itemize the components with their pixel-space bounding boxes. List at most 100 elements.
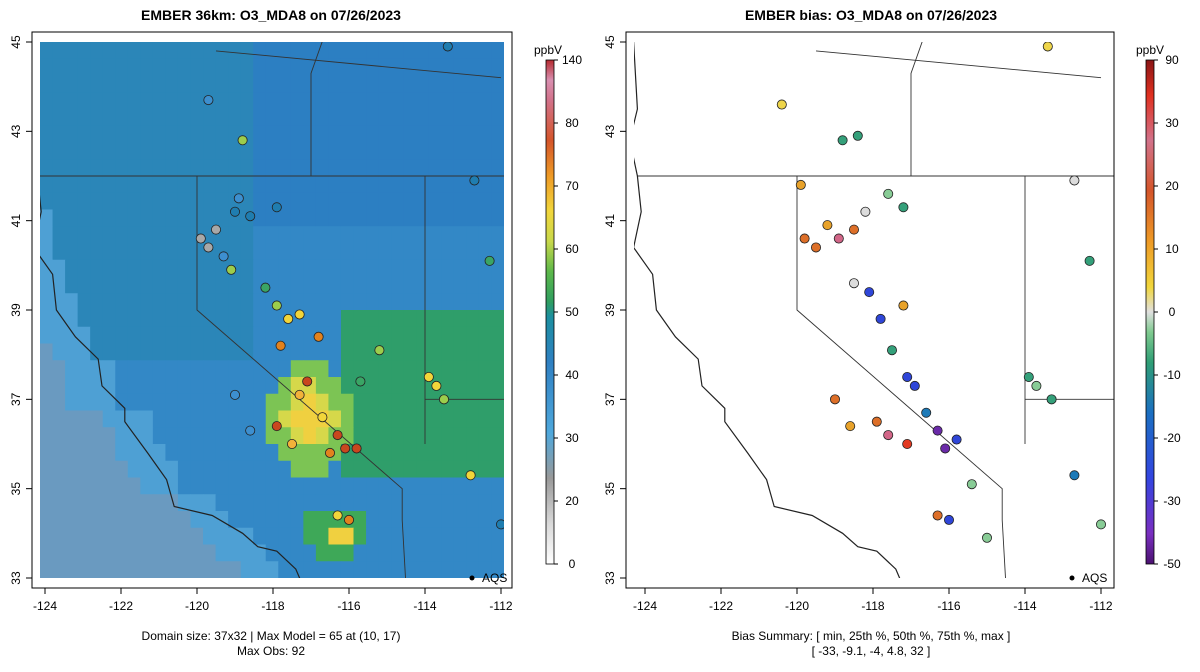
heatmap-cell bbox=[453, 410, 467, 428]
heatmap-cell bbox=[366, 544, 380, 562]
heatmap-cell bbox=[77, 293, 91, 311]
heatmap-cell bbox=[115, 226, 129, 244]
heatmap-cell bbox=[491, 58, 504, 76]
heatmap-cell bbox=[315, 192, 329, 210]
y-tick-label: 41 bbox=[603, 214, 617, 228]
heatmap-cell bbox=[152, 125, 166, 143]
aqs-label: AQS bbox=[482, 571, 507, 585]
heatmap-cell bbox=[290, 42, 304, 60]
colorbar-tick-label: 90 bbox=[1165, 53, 1179, 67]
heatmap-cell bbox=[215, 310, 229, 328]
heatmap-cell bbox=[428, 293, 442, 311]
heatmap-cell bbox=[203, 293, 217, 311]
heatmap-cell bbox=[253, 92, 267, 110]
heatmap-cell bbox=[315, 477, 329, 495]
heatmap-cell bbox=[265, 343, 279, 361]
heatmap-cell bbox=[228, 561, 242, 578]
state-border bbox=[215, 50, 502, 79]
heatmap-cell bbox=[416, 276, 430, 294]
heatmap-cell bbox=[65, 527, 79, 545]
heatmap-cell bbox=[177, 276, 191, 294]
bias-point bbox=[795, 179, 806, 190]
heatmap-cell bbox=[353, 544, 367, 562]
heatmap-cell bbox=[240, 561, 254, 578]
heatmap-cell bbox=[466, 192, 480, 210]
heatmap-cell bbox=[152, 142, 166, 160]
heatmap-cell bbox=[165, 360, 179, 378]
heatmap-cell bbox=[115, 343, 129, 361]
heatmap-cell bbox=[228, 109, 242, 127]
heatmap-cell bbox=[253, 159, 267, 177]
heatmap-grid bbox=[40, 42, 504, 578]
heatmap-cell bbox=[366, 511, 380, 529]
heatmap-cell bbox=[466, 444, 480, 462]
heatmap-cell bbox=[340, 360, 355, 378]
bias-point bbox=[944, 514, 955, 525]
heatmap-cell bbox=[127, 343, 141, 361]
heatmap-cell bbox=[441, 326, 455, 344]
heatmap-cell bbox=[190, 410, 204, 428]
heatmap-cell bbox=[290, 92, 304, 110]
heatmap-cell bbox=[441, 494, 455, 512]
heatmap-cell bbox=[441, 142, 455, 160]
heatmap-cell bbox=[127, 58, 141, 76]
heatmap-cell bbox=[115, 561, 129, 578]
heatmap-cell bbox=[190, 561, 204, 578]
heatmap-cell bbox=[102, 410, 116, 428]
heatmap-cell bbox=[366, 427, 380, 445]
heatmap-cell bbox=[340, 58, 355, 76]
heatmap-cell bbox=[77, 125, 91, 143]
x-axis: -124 -122 -120 -118 -116 -114 -112 bbox=[633, 588, 1113, 613]
heatmap-cell bbox=[65, 561, 79, 578]
heatmap-cell bbox=[303, 427, 317, 445]
heatmap-cell bbox=[315, 125, 329, 143]
heatmap-cell bbox=[152, 561, 166, 578]
heatmap-cell bbox=[228, 427, 242, 445]
heatmap-cell bbox=[491, 42, 504, 60]
state-border bbox=[815, 50, 1102, 79]
observation-point bbox=[324, 447, 335, 458]
heatmap-cell bbox=[127, 293, 141, 311]
x-tick-label: -114 bbox=[413, 599, 436, 613]
heatmap-cell bbox=[403, 444, 417, 462]
heatmap-cell bbox=[90, 109, 104, 127]
heatmap-cell bbox=[303, 276, 317, 294]
heatmap-cell bbox=[240, 58, 254, 76]
heatmap-cell bbox=[215, 75, 229, 93]
heatmap-cell bbox=[478, 427, 492, 445]
heatmap-cell bbox=[190, 42, 204, 60]
heatmap-cell bbox=[115, 511, 129, 529]
heatmap-cell bbox=[102, 226, 116, 244]
heatmap-cell bbox=[77, 444, 91, 462]
x-tick-label: -118 bbox=[861, 599, 884, 613]
heatmap-cell bbox=[491, 142, 504, 160]
heatmap-cell bbox=[340, 276, 355, 294]
heatmap-cell bbox=[265, 393, 279, 411]
heatmap-cell bbox=[253, 561, 267, 578]
heatmap-cell bbox=[140, 176, 154, 194]
heatmap-cell bbox=[77, 410, 91, 428]
heatmap-cell bbox=[428, 343, 442, 361]
heatmap-cell bbox=[152, 159, 166, 177]
heatmap-cell bbox=[90, 444, 104, 462]
heatmap-cell bbox=[391, 343, 405, 361]
observation-point bbox=[302, 376, 313, 387]
heatmap-cell bbox=[391, 209, 405, 227]
heatmap-cell bbox=[140, 494, 154, 512]
heatmap-cell bbox=[315, 494, 329, 512]
heatmap-cell bbox=[378, 511, 392, 529]
heatmap-cell bbox=[278, 360, 292, 378]
boundary-lines bbox=[634, 42, 1114, 578]
heatmap-cell bbox=[115, 209, 129, 227]
heatmap-cell bbox=[65, 326, 79, 344]
heatmap-cell bbox=[353, 527, 367, 545]
heatmap-cell bbox=[65, 360, 79, 378]
heatmap-cell bbox=[303, 259, 317, 277]
heatmap-cell bbox=[165, 243, 179, 261]
heatmap-cell bbox=[378, 42, 392, 60]
heatmap-cell bbox=[40, 293, 54, 311]
heatmap-cell bbox=[366, 527, 380, 545]
heatmap-cell bbox=[340, 393, 355, 411]
observation-point bbox=[294, 389, 305, 400]
heatmap-cell bbox=[491, 159, 504, 177]
